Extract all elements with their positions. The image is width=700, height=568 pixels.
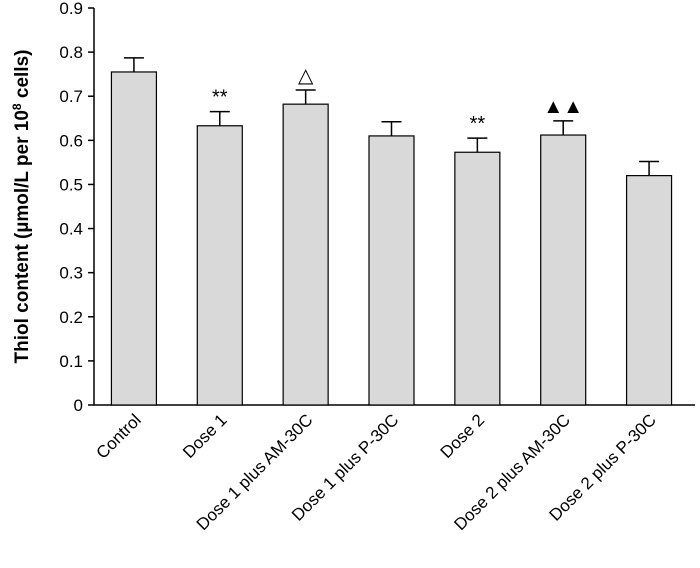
y-tick-label: 0.1 [59,352,83,371]
y-tick-label: 0.5 [59,175,83,194]
category-label: Dose 1 [179,410,231,462]
category-label: Control [93,410,145,462]
bar [625,175,673,406]
bars [110,71,673,406]
bar [454,151,501,406]
y-axis-title-group: Thiol content (µmol/L per 108 cells) [10,50,33,364]
y-axis-title: Thiol content (µmol/L per 108 cells) [10,50,33,364]
significance-mark: ** [470,113,486,135]
significance-annotations: ** △ ** ▲▲ [212,65,583,135]
y-tick-label: 0.4 [59,220,83,239]
y-tick-label: 0.8 [59,43,83,62]
y-axis: 0 0.1 0.2 0.3 0.4 0.5 0.6 0.7 0.8 0.9 [59,0,95,415]
y-tick-label: 0.7 [59,87,83,106]
y-tick-label: 0.9 [59,0,83,18]
bar [540,134,587,406]
y-tick-label: 0 [74,396,83,415]
y-tick-label: 0.2 [59,308,83,327]
bar [282,103,329,406]
error-bars [123,57,660,176]
significance-mark: ** [212,87,228,109]
significance-mark: ▲▲ [543,96,583,118]
y-tick-label: 0.3 [59,264,83,283]
y-tick-label: 0.6 [59,131,83,150]
category-label: Dose 2 [437,410,489,462]
bar [110,71,158,406]
significance-mark: △ [298,65,314,87]
bar [368,135,415,406]
bar [196,125,243,406]
